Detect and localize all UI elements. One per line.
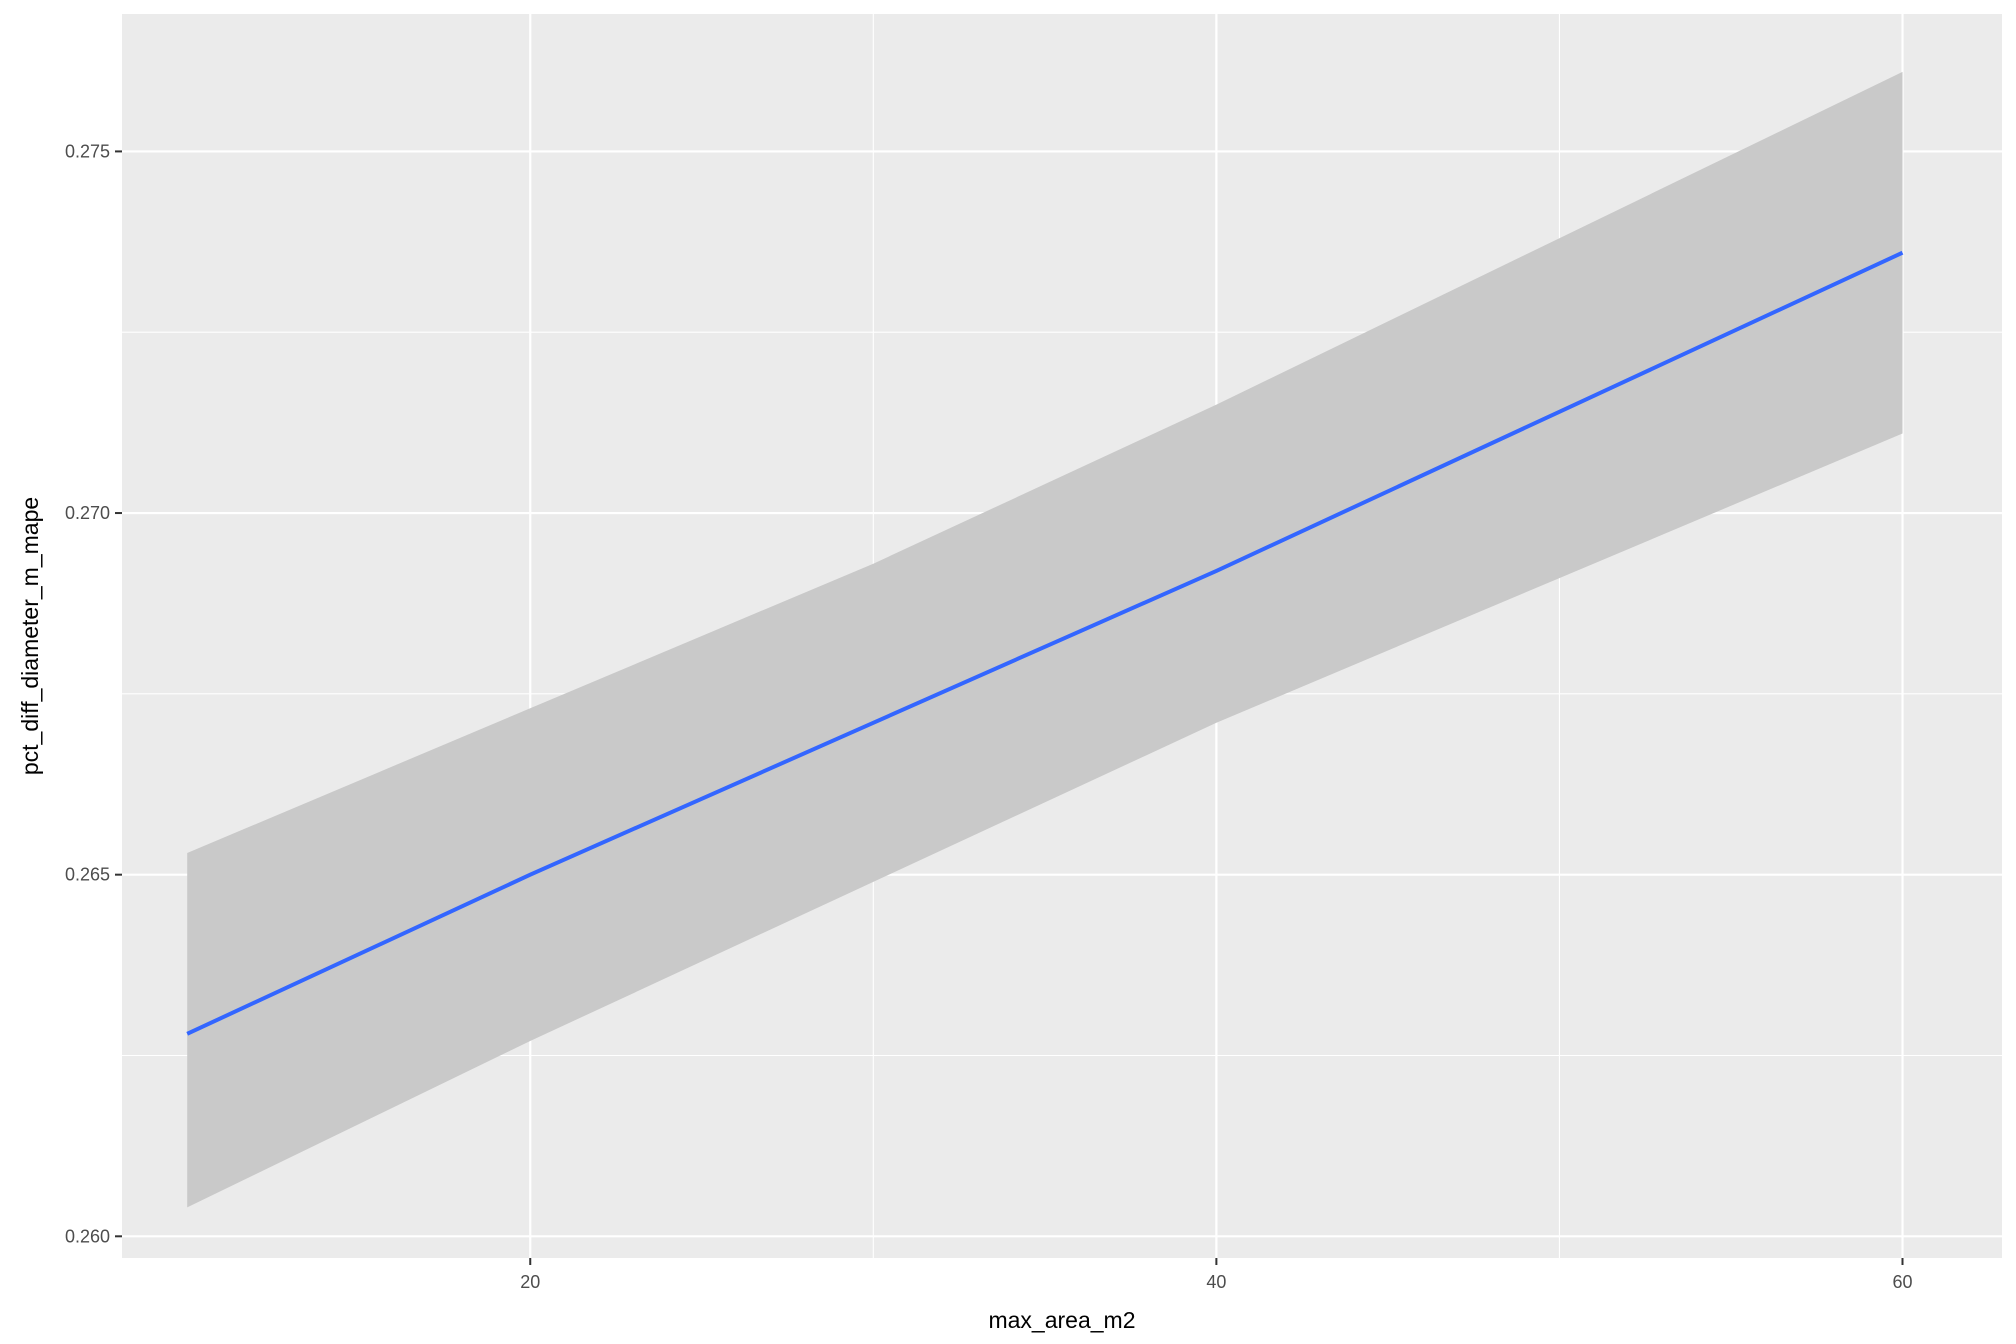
y-tick-label: 0.270: [65, 503, 110, 523]
x-tick-label: 40: [1206, 1272, 1226, 1292]
y-axis-title: pct_diff_diameter_m_mape: [17, 497, 43, 775]
x-axis-title: max_area_m2: [988, 1307, 1135, 1333]
y-tick-label: 0.265: [65, 865, 110, 885]
y-tick-label: 0.275: [65, 141, 110, 161]
y-axis-ticks: 0.260 0.265 0.270 0.275: [65, 141, 122, 1246]
y-tick-label: 0.260: [65, 1226, 110, 1246]
confidence-ribbon: [187, 71, 1903, 1208]
x-tick-label: 20: [520, 1272, 540, 1292]
fit-line: [186, 250, 1904, 1036]
x-tick-label: 60: [1892, 1272, 1912, 1292]
x-axis-ticks: 20 40 60: [520, 1258, 1913, 1292]
